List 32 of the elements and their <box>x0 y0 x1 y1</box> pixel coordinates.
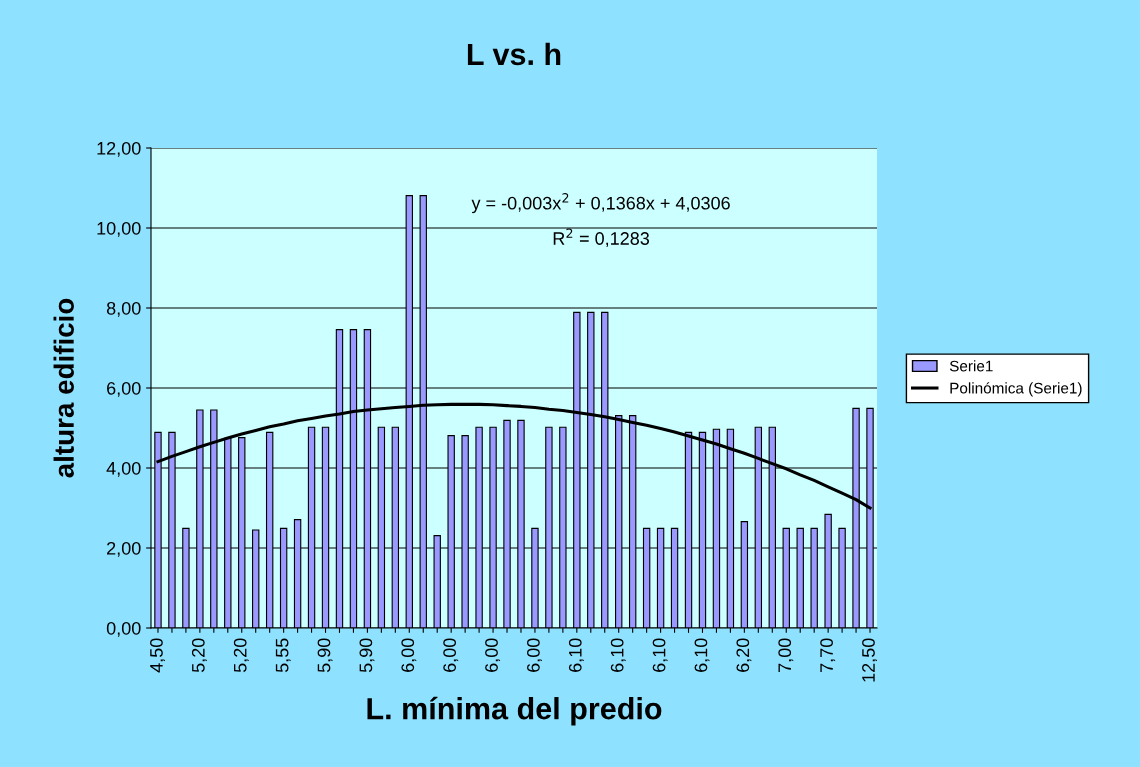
x-tick-label: 12,50 <box>862 638 877 682</box>
x-tick-label: 6,10 <box>694 638 710 672</box>
x-tick-label: 6,00 <box>443 638 459 672</box>
x-tick-label: 6,10 <box>568 638 584 672</box>
x-tick-label: 6,20 <box>736 638 752 672</box>
x-tick-label: 7,00 <box>778 638 794 672</box>
x-tick-label: 5,20 <box>191 638 207 673</box>
x-tick-label: 5,20 <box>233 638 249 673</box>
x-tick-label: 6,00 <box>401 638 417 672</box>
x-tick-label: 4,50 <box>150 638 165 673</box>
x-tick-label: 5,90 <box>359 638 375 673</box>
x-tick-label: 5,55 <box>275 638 291 673</box>
annotation: R$^{2}$ = 0,1283 <box>553 228 650 248</box>
y-tick-label: 8,00 <box>106 301 141 317</box>
y-tick-label: 6,00 <box>107 381 141 397</box>
y-tick-label: 10,00 <box>97 221 141 237</box>
y-tick-label: 4,00 <box>106 461 141 477</box>
y-axis-title: altura edificio <box>53 298 74 478</box>
y-tick-label: 12,00 <box>97 141 141 157</box>
legend-label: Polinómica (Serie1) <box>950 382 1082 397</box>
x-tick-label: 6,10 <box>652 638 668 672</box>
x-tick-label: 7,70 <box>820 638 836 672</box>
x-axis-title: L. mínima del predio <box>367 696 662 726</box>
legend-label: Serie1 <box>949 360 993 372</box>
chart-title: L vs. h <box>467 42 561 66</box>
x-tick-label: 6,10 <box>610 638 626 672</box>
y-tick-label: 2,00 <box>107 541 141 557</box>
x-tick-label: 5,90 <box>317 638 333 673</box>
x-tick-label: 6,00 <box>485 638 501 672</box>
y-tick-label: 0,00 <box>106 621 141 637</box>
annotation: y = -0,003x$^{2}$ + 0,1368x + 4,0306 <box>471 193 730 214</box>
x-tick-label: 6,00 <box>527 638 542 672</box>
